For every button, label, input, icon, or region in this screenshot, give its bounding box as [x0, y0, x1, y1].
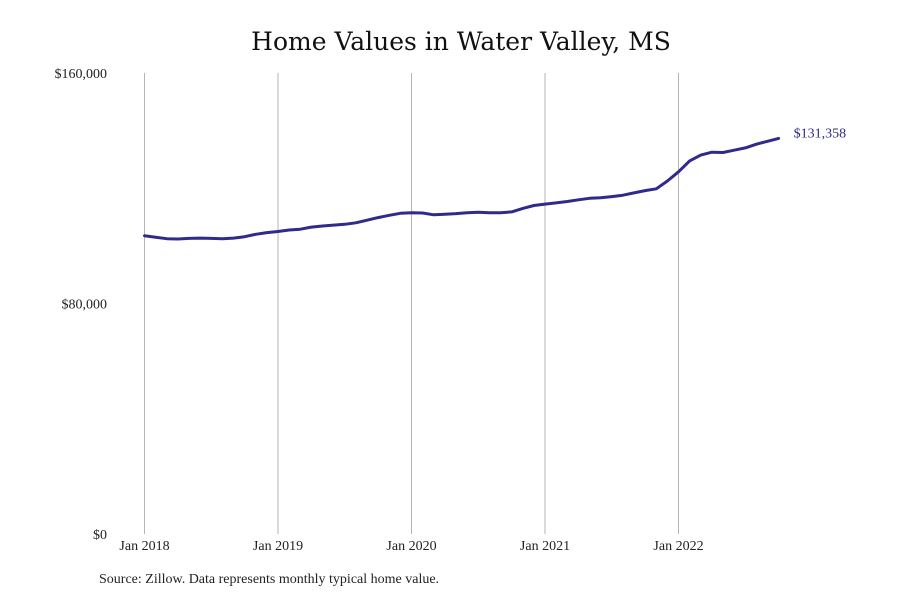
x-tick-label: Jan 2019	[253, 539, 303, 554]
x-tick-label: Jan 2022	[653, 539, 703, 554]
home-value-line	[143, 136, 781, 241]
y-tick-label: $0	[93, 528, 107, 543]
x-tick-label: Jan 2020	[386, 539, 436, 554]
y-tick-label: $80,000	[62, 298, 108, 313]
x-axis: Jan 2018 Jan 2019 Jan 2020 Jan 2021 Jan 2022	[119, 539, 703, 554]
grid-lines	[144, 73, 679, 534]
y-axis: $0 $80,000 $160,000	[55, 67, 108, 543]
x-tick-label: Jan 2018	[119, 539, 169, 554]
series-group: $131,358	[143, 126, 847, 241]
source-note: Source: Zillow. Data represents monthly …	[99, 572, 440, 587]
chart-title: Home Values in Water Valley, MS	[251, 27, 671, 56]
y-tick-label: $160,000	[55, 67, 108, 82]
x-tick-label: Jan 2021	[520, 539, 570, 554]
end-value-label: $131,358	[794, 126, 847, 141]
